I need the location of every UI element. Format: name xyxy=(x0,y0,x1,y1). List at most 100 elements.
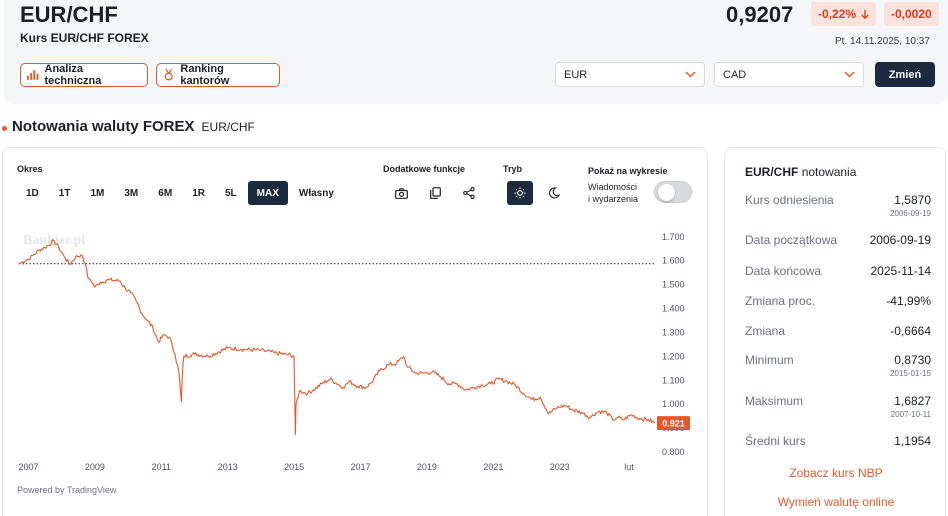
stat-value: 0,8730 xyxy=(894,353,931,367)
news-label-line2: i wydarzenia xyxy=(588,194,639,204)
x-tick-label: 2007 xyxy=(18,462,38,472)
stat-value: 1,5870 xyxy=(894,193,931,207)
stat-value: 1,1954 xyxy=(894,434,931,448)
y-tick-label: 0.800 xyxy=(662,447,685,457)
quote-timestamp: Pt. 14.11.2025, 10:37 xyxy=(835,36,930,47)
last-price-label-bg xyxy=(657,416,690,431)
stat-label: Kurs odniesienia xyxy=(745,193,834,207)
x-tick-label: 2023 xyxy=(550,462,570,472)
period-1m-button[interactable]: 1M xyxy=(90,187,105,199)
to-currency-value: CAD xyxy=(723,68,747,81)
news-label-line1: Wiadomości xyxy=(588,182,638,192)
dark-mode-button[interactable] xyxy=(541,181,567,205)
period-label: Okres xyxy=(17,164,43,174)
quote-header: EUR/CHF Kurs EUR/CHF FOREX Analiza techn… xyxy=(4,0,948,104)
stats-title: EUR/CHF notowania xyxy=(745,165,856,179)
stat-label: Zmiana xyxy=(745,324,786,338)
share-icon xyxy=(463,187,475,199)
change-abs-badge: -0,0020 xyxy=(884,2,939,26)
period-1r-button[interactable]: 1R xyxy=(192,187,205,199)
x-tick-label: 2009 xyxy=(85,462,105,472)
y-tick-label: 1.000 xyxy=(662,399,685,409)
stats-title-pair: EUR/CHF xyxy=(745,165,799,179)
y-tick-label: 1.100 xyxy=(662,375,685,385)
bar-chart-icon xyxy=(27,70,39,80)
x-tick-label: 2013 xyxy=(218,462,238,472)
stat-date: 2007-10-11 xyxy=(890,410,931,419)
stat-value: 1,6827 xyxy=(894,394,931,408)
period-5l-button[interactable]: 5L xyxy=(224,187,237,199)
news-events-toggle[interactable] xyxy=(654,181,692,203)
period-custom-button[interactable]: Własny xyxy=(298,187,334,199)
stats-title-suffix: notowania xyxy=(801,165,857,179)
x-tick-label: 2021 xyxy=(483,462,503,472)
bullet-dot-icon xyxy=(2,126,7,131)
current-price: 0,9207 xyxy=(726,2,794,27)
medal-icon xyxy=(164,69,173,81)
y-tick-label: 1.500 xyxy=(662,280,685,290)
y-tick-label: 1.400 xyxy=(662,304,685,314)
x-tick-label: 2011 xyxy=(152,462,171,472)
y-tick-label: 1.700 xyxy=(662,232,685,242)
sun-icon xyxy=(514,187,526,199)
stats-card: EUR/CHF notowania Kurs odniesienia 1,587… xyxy=(724,147,946,516)
period-max-button[interactable]: MAX xyxy=(247,181,288,205)
change-abs: -0,0020 xyxy=(891,7,932,21)
exchange-online-link[interactable]: Wymień walutę online xyxy=(777,495,895,509)
technical-analysis-label: Analiza techniczna xyxy=(44,63,102,87)
chevron-down-icon xyxy=(685,71,696,78)
moon-icon xyxy=(549,187,560,199)
section-title: Notowania waluty FOREX xyxy=(12,118,195,135)
stat-value: 2006-09-19 xyxy=(869,233,931,247)
stat-date: 2006-09-19 xyxy=(890,209,931,218)
stat-label: Maksimum xyxy=(745,394,804,408)
share-button[interactable] xyxy=(456,181,482,205)
x-tick-label: 2015 xyxy=(284,462,304,472)
change-pct: -0,22% xyxy=(818,7,857,21)
nbp-rate-link[interactable]: Zobacz kurs NBP xyxy=(789,466,883,480)
copy-icon xyxy=(429,187,441,199)
y-tick-label: 1.600 xyxy=(662,256,685,266)
stat-value: 2025-11-14 xyxy=(870,264,932,278)
period-6m-button[interactable]: 6M xyxy=(158,187,173,199)
stat-label: Data końcowa xyxy=(745,264,822,278)
price-series-line xyxy=(18,239,656,436)
x-tick-label: 2019 xyxy=(417,462,437,472)
light-mode-button[interactable] xyxy=(507,181,533,205)
stat-label: Średni kurs xyxy=(745,434,806,448)
chart-card: Okres 1D 1T 1M 3M 6M 1R 5L MAX Własny Do… xyxy=(2,147,708,516)
stat-label: Data początkowa xyxy=(745,233,838,247)
ranking-label: Ranking kantorów xyxy=(180,63,230,87)
copy-button[interactable] xyxy=(422,181,448,205)
from-currency-select[interactable]: EUR xyxy=(555,62,705,87)
last-price-label: 0.921 xyxy=(662,419,685,429)
y-tick-label: 1.200 xyxy=(662,351,685,361)
price-chart[interactable]: Bankier.pl 1.7001.6001.5001.4001.3001.200… xyxy=(3,226,707,482)
section-heading: Notowania waluty FOREX EUR/CHF xyxy=(2,118,255,135)
stat-value: -0,6664 xyxy=(890,324,931,338)
period-1t-button[interactable]: 1T xyxy=(58,187,71,199)
mode-label: Tryb xyxy=(503,164,523,174)
period-selector: 1D 1T 1M 3M 6M 1R 5L MAX Własny xyxy=(17,180,343,206)
y-tick-label: 1.300 xyxy=(662,327,685,337)
ranking-button[interactable]: Ranking kantorów xyxy=(156,63,280,87)
section-subtitle: EUR/CHF xyxy=(201,119,255,134)
screenshot-button[interactable] xyxy=(388,181,414,205)
from-currency-value: EUR xyxy=(564,68,588,81)
stat-value: -41,99% xyxy=(886,294,931,308)
x-tick-label: 2017 xyxy=(351,462,371,472)
pair-subtitle: Kurs EUR/CHF FOREX xyxy=(20,31,149,45)
arrow-down-icon xyxy=(861,9,869,19)
period-3m-button[interactable]: 3M xyxy=(124,187,139,199)
powered-by: Powered by TradingView xyxy=(17,485,117,495)
x-tick-label: lut xyxy=(624,462,634,472)
to-currency-select[interactable]: CAD xyxy=(714,62,864,87)
pair-title: EUR/CHF xyxy=(20,2,118,27)
change-currency-button[interactable]: Zmień xyxy=(875,62,935,87)
stat-date: 2015-01-15 xyxy=(890,369,931,378)
technical-analysis-button[interactable]: Analiza techniczna xyxy=(20,63,148,87)
period-1d-button[interactable]: 1D xyxy=(26,187,39,199)
change-pct-badge: -0,22% xyxy=(811,2,877,26)
camera-icon xyxy=(394,187,408,199)
toggle-knob xyxy=(658,184,675,201)
